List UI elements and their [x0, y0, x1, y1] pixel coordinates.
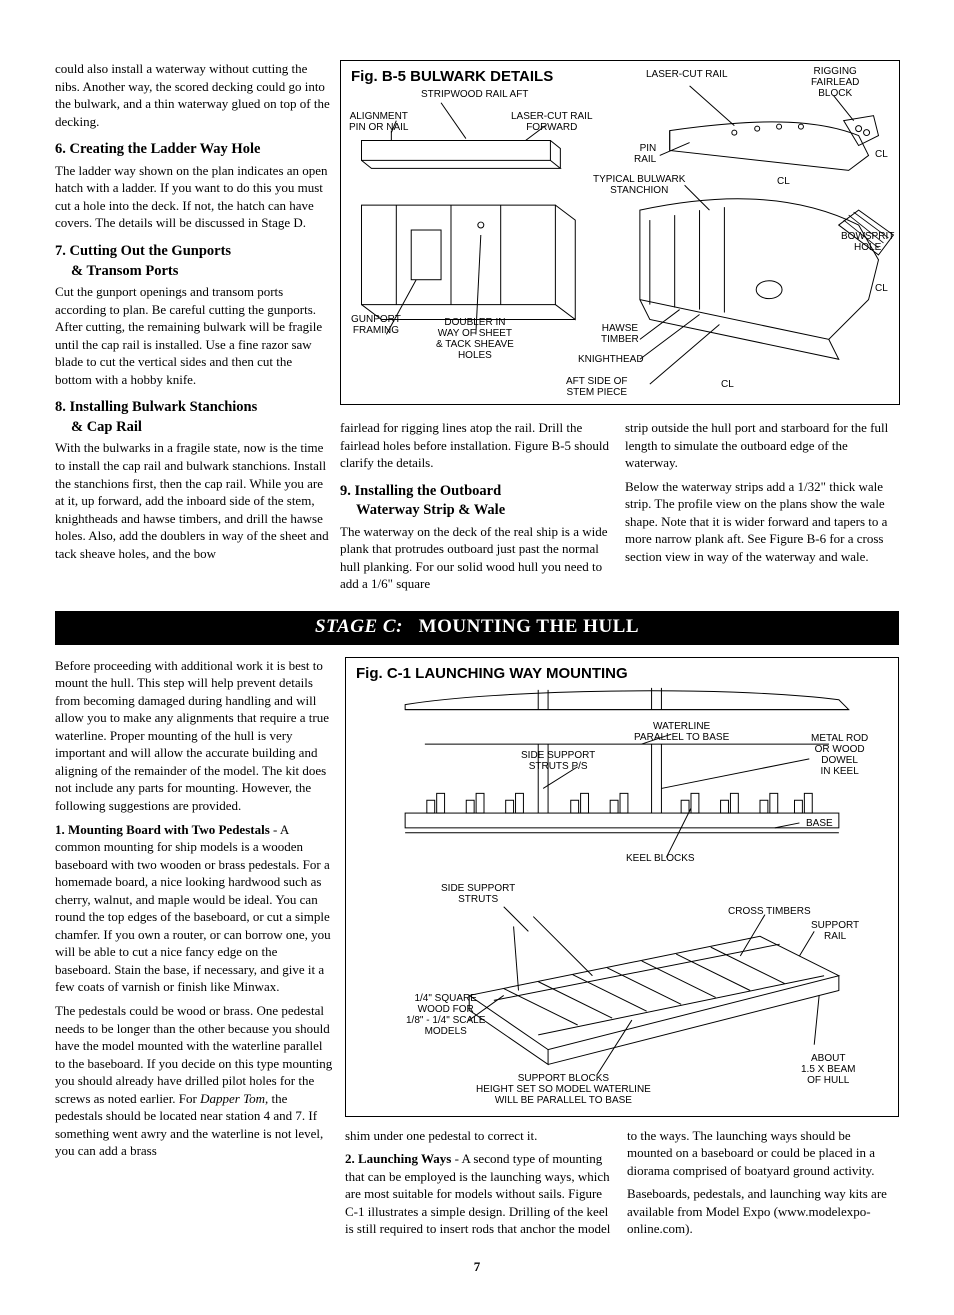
heading-7-line1: 7. Cutting Out the Gunports [55, 243, 231, 259]
stage-c-right-col: Fig. C-1 LAUNCHING WAY MOUNTING [345, 657, 899, 1244]
heading-7-line2: & Transom Ports [55, 262, 330, 282]
lbl-typical: TYPICAL BULWARK STANCHION [593, 174, 685, 196]
intro-para: could also install a waterway without cu… [55, 60, 330, 130]
stage-title: MOUNTING THE HULL [419, 616, 639, 637]
heading-8: 8. Installing Bulwark Stanchions & Cap R… [55, 398, 330, 437]
lbl-square: 1/4" SQUARE WOOD FOR 1/8" - 1/4" SCALE M… [406, 993, 485, 1037]
para-9a: The waterway on the deck of the real shi… [340, 523, 615, 593]
para-mount1b: The pedestals could be wood or brass. On… [55, 1002, 335, 1160]
stage-c-bottom-cols: shim under one pedestal to correct it. 2… [345, 1127, 899, 1244]
figure-b5: Fig. B-5 BULWARK DETAILS [340, 60, 900, 405]
lbl-metal-rod: METAL ROD OR WOOD DOWEL IN KEEL [811, 733, 868, 777]
heading-8-line1: 8. Installing Bulwark Stanchions [55, 399, 257, 415]
para-shim: shim under one pedestal to correct it. [345, 1127, 617, 1145]
para-7: Cut the gunport openings and transom por… [55, 283, 330, 388]
lbl-gunport: GUNPORT FRAMING [351, 314, 401, 336]
lbl-aft-stem: AFT SIDE OF STEM PIECE [566, 376, 628, 398]
heading-9: 9. Installing the Outboard Waterway Stri… [340, 482, 615, 521]
para-6: The ladder way shown on the plan indicat… [55, 162, 330, 232]
mount1b-ital: Dapper Tom [200, 1091, 265, 1106]
para-launch: 2. Launching Ways - A second type of mou… [345, 1150, 617, 1238]
figure-b5-drawing [341, 61, 899, 404]
mount1b-a: The pedestals could be wood or brass. On… [55, 1003, 332, 1106]
figure-c1-title: Fig. C-1 LAUNCHING WAY MOUNTING [356, 664, 888, 684]
heading-9-line1: 9. Installing the Outboard [340, 483, 501, 499]
stage-c-left-col: Before proceeding with additional work i… [55, 657, 335, 1244]
heading-7: 7. Cutting Out the Gunports & Transom Po… [55, 242, 330, 281]
stage-c-section: Before proceeding with additional work i… [55, 657, 899, 1244]
lbl-doubler: DOUBLER IN WAY OF SHEET & TACK SHEAVE HO… [436, 317, 514, 361]
top-section: could also install a waterway without cu… [55, 60, 899, 599]
figure-c1-drawing [346, 658, 898, 1116]
stage-c-bottom-right: to the ways. The launching ways should b… [627, 1127, 899, 1244]
middle-col-left: fairlead for rigging lines atop the rail… [340, 419, 615, 599]
lbl-cross: CROSS TIMBERS [728, 906, 811, 917]
figure-b5-title: Fig. B-5 BULWARK DETAILS [351, 67, 889, 87]
lbl-waterline: WATERLINE PARALLEL TO BASE [634, 721, 729, 743]
lbl-laser-forward: LASER-CUT RAIL FORWARD [511, 111, 593, 133]
figure-c1: Fig. C-1 LAUNCHING WAY MOUNTING [345, 657, 899, 1117]
heading-6: 6. Creating the Ladder Way Hole [55, 140, 330, 160]
lbl-keel: KEEL BLOCKS [626, 853, 695, 864]
para-mount1: 1. Mounting Board with Two Pedestals - A… [55, 821, 335, 996]
para-strip: strip outside the hull port and starboar… [625, 419, 900, 472]
lbl-support-rail: SUPPORT RAIL [811, 920, 859, 942]
lbl-knighthead: KNIGHTHEAD [578, 354, 644, 365]
column-left: could also install a waterway without cu… [55, 60, 330, 599]
lbl-hawse: HAWSE TIMBER [601, 323, 639, 345]
heading-9-line2: Waterway Strip & Wale [340, 501, 615, 521]
lbl-support-blocks: SUPPORT BLOCKS HEIGHT SET SO MODEL WATER… [476, 1073, 651, 1106]
lbl-rigging: RIGGING FAIRLEAD BLOCK [811, 66, 859, 99]
column-right: Fig. B-5 BULWARK DETAILS [340, 60, 900, 599]
para-8: With the bulwarks in a fragile state, no… [55, 439, 330, 562]
lbl-cl-2: CL [875, 149, 888, 160]
lbl-laser-cut-rail: LASER-CUT RAIL [646, 69, 728, 80]
mount1-heading: 1. Mounting Board with Two Pedestals [55, 822, 270, 837]
launch-heading: 2. Launching Ways [345, 1151, 451, 1166]
para-below: Below the waterway strips add a 1/32" th… [625, 478, 900, 566]
lbl-pin-rail: PIN RAIL [634, 143, 656, 165]
stage-c-bar: STAGE C: MOUNTING THE HULL [55, 611, 899, 645]
lbl-beam: ABOUT 1.5 X BEAM OF HULL [801, 1053, 855, 1086]
lbl-base: BASE [806, 818, 833, 829]
lbl-cl-3: CL [875, 283, 888, 294]
page-number: 7 [55, 1258, 899, 1276]
lbl-side-ps: SIDE SUPPORT STRUTS P/S [521, 750, 595, 772]
heading-8-line2: & Cap Rail [55, 418, 330, 438]
lbl-cl-1: CL [777, 176, 790, 187]
stage-label: STAGE C: [315, 616, 403, 637]
middle-columns: fairlead for rigging lines atop the rail… [340, 419, 900, 599]
lbl-alignment: ALIGNMENT PIN OR NAIL [349, 111, 408, 133]
mount1-text: A common mounting for ship models is a w… [55, 822, 331, 995]
lbl-bowsprit: BOWSPRIT HOLE [841, 231, 894, 253]
lbl-side: SIDE SUPPORT STRUTS [441, 883, 515, 905]
para-fairlead: fairlead for rigging lines atop the rail… [340, 419, 615, 472]
para-to: to the ways. The launching ways should b… [627, 1127, 899, 1180]
para-base: Baseboards, pedestals, and launching way… [627, 1185, 899, 1238]
lbl-stripwood: STRIPWOOD RAIL AFT [421, 89, 528, 100]
middle-col-right: strip outside the hull port and starboar… [625, 419, 900, 599]
lbl-cl-4: CL [721, 379, 734, 390]
para-before: Before proceeding with additional work i… [55, 657, 335, 815]
stage-c-bottom-left: shim under one pedestal to correct it. 2… [345, 1127, 617, 1244]
